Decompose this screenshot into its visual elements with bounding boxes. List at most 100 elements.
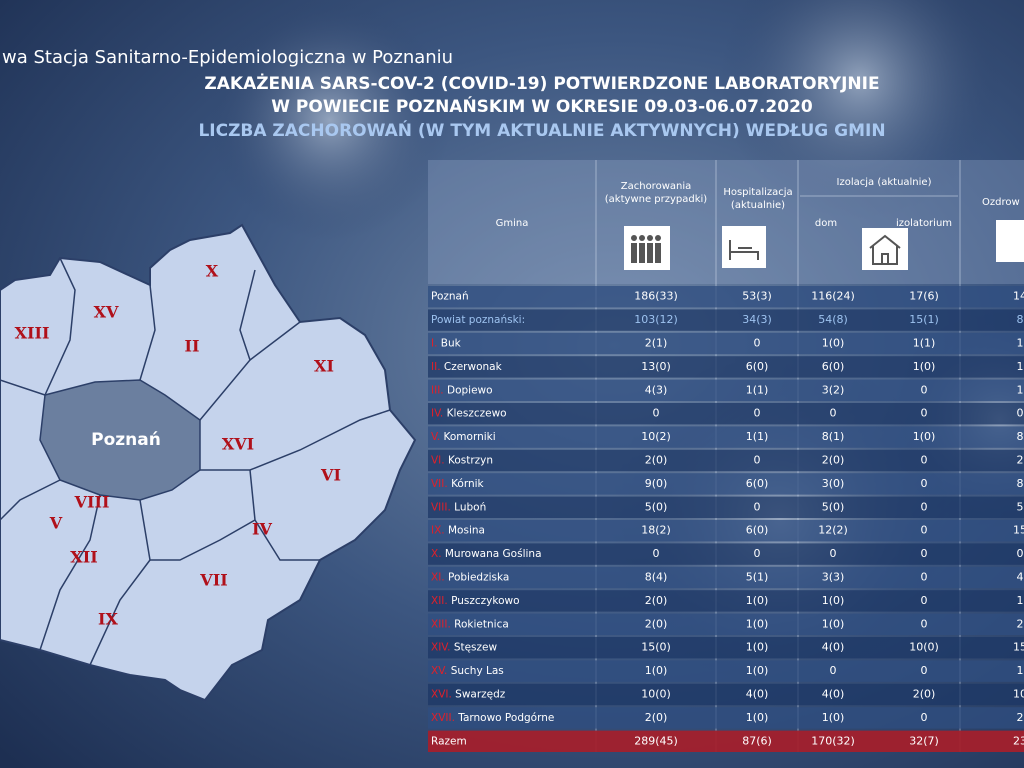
header-hosp-box: Hospitalizacja (aktualnie) xyxy=(723,187,793,211)
table-row-bg xyxy=(428,403,1024,425)
row-name: Suchy Las xyxy=(451,665,504,677)
district-label: XIII xyxy=(15,324,50,343)
table-cell: 2(1) xyxy=(645,337,668,350)
table-cell: 1(0) xyxy=(746,711,769,724)
table-cell: 5 xyxy=(1017,500,1024,513)
row-name: Swarzędz xyxy=(455,689,506,701)
table-row-bg xyxy=(428,309,1024,331)
table-cell: 8(1) xyxy=(822,430,845,443)
table-cell: 6(0) xyxy=(746,360,769,373)
table-cell: 6(0) xyxy=(746,524,769,537)
row-name: Kleszczewo xyxy=(447,408,507,420)
table-cell: 0 xyxy=(754,454,761,467)
table-row-bg xyxy=(428,286,1024,308)
table-cell: 3(3) xyxy=(822,571,845,584)
organization: wa Stacja Sanitarno-Epidemiologiczna w P… xyxy=(2,47,453,68)
table-cell: 53(3) xyxy=(742,290,772,303)
table-cell: 0 xyxy=(830,547,837,560)
row-label: XIV. Stęszew xyxy=(431,642,497,654)
table-cell: 1(0) xyxy=(746,617,769,630)
row-label: I. Buk xyxy=(431,338,462,350)
row-number: II. xyxy=(431,361,441,373)
row-number: XI. xyxy=(431,572,445,584)
row-number: IX. xyxy=(431,525,445,537)
row-name: Puszczykowo xyxy=(451,595,519,607)
subtitle: LICZBA ZACHOROWAŃ (W TYM AKTUALNIE AKTYW… xyxy=(198,119,885,141)
table-cell: 1 xyxy=(1017,360,1024,373)
row-name: Poznań xyxy=(431,291,469,303)
table-cell: 8 xyxy=(1017,477,1024,490)
table-cell: 116(24) xyxy=(811,290,855,303)
district-borders xyxy=(0,257,391,666)
row-number: III. xyxy=(431,384,444,396)
table-cell: 0 xyxy=(754,547,761,560)
row-name: Buk xyxy=(441,338,462,350)
table-cell: 10 xyxy=(1013,688,1024,701)
table-cell: 15 xyxy=(1013,641,1024,654)
table-row-bg xyxy=(428,613,1024,635)
district-label: VII xyxy=(199,571,227,590)
table-cell: 2(0) xyxy=(822,454,845,467)
table-cell: 2(0) xyxy=(645,454,668,467)
table-cell: 1(1) xyxy=(746,383,769,396)
table-row-bg xyxy=(428,496,1024,518)
table-row-bg xyxy=(428,473,1024,495)
row-label: Razem xyxy=(431,735,467,747)
table-cell: 1(0) xyxy=(645,664,668,677)
table-cell: 4(0) xyxy=(822,688,845,701)
row-label: IV. Kleszczewo xyxy=(431,408,507,420)
row-number: XV. xyxy=(431,665,447,677)
header-home: dom xyxy=(815,218,837,229)
table-cell: 15(1) xyxy=(909,313,939,326)
table-cell: 0 xyxy=(653,547,660,560)
row-number: VII. xyxy=(431,478,448,490)
table-cell: 0 xyxy=(921,617,928,630)
table-cell: 34(3) xyxy=(742,313,772,326)
table-cell: 1 xyxy=(1017,337,1024,350)
virus-decor xyxy=(720,0,1000,220)
icons xyxy=(624,220,1024,270)
virus-decor xyxy=(210,0,450,240)
row-name: Czerwonak xyxy=(444,361,503,373)
row-name: Komorniki xyxy=(444,431,496,443)
table-cell: 1 xyxy=(1017,383,1024,396)
table-cell: 0 xyxy=(921,477,928,490)
row-name: Mosina xyxy=(448,525,485,537)
table-row-bg xyxy=(428,332,1024,355)
table-cell: 32(7) xyxy=(909,734,939,747)
table-cell: 103(12) xyxy=(634,313,678,326)
row-name: Powiat poznański: xyxy=(431,314,525,326)
table-cell: 1(0) xyxy=(913,430,936,443)
table-cell: 0 xyxy=(921,571,928,584)
table-cell: 2(0) xyxy=(913,688,936,701)
table-cell: 8(4) xyxy=(645,571,668,584)
table-row-bg xyxy=(428,543,1024,565)
table-cell: 23 xyxy=(1013,734,1024,747)
table-cell: 18(2) xyxy=(641,524,671,537)
table-cell: 4(0) xyxy=(746,688,769,701)
table-cell: 1(0) xyxy=(913,360,936,373)
icon-people xyxy=(631,235,661,263)
table-row-bg xyxy=(428,520,1024,542)
row-name: Tarnowo Podgórne xyxy=(457,712,554,724)
city-label: Poznań xyxy=(91,430,161,450)
table-cell: 0 xyxy=(921,407,928,420)
table-row-bg xyxy=(428,426,1024,448)
row-name: Luboń xyxy=(454,501,486,513)
table-row-bg xyxy=(428,730,1024,752)
row-label: III. Dopiewo xyxy=(431,384,493,396)
table-cell: 13(0) xyxy=(641,360,671,373)
table-cell: 54(8) xyxy=(818,313,848,326)
table: Gmina Zachorowania (aktywne przypadki) H… xyxy=(428,160,1024,752)
header-hosp: Hospitalizacja (aktualnie) xyxy=(723,187,793,211)
table-row-bg xyxy=(428,449,1024,472)
table-cell: 15(0) xyxy=(641,641,671,654)
table-cell: 0 xyxy=(754,337,761,350)
district-label: X xyxy=(206,262,219,281)
row-label: X. Murowana Goślina xyxy=(431,548,542,560)
county-shape xyxy=(0,223,417,702)
table-row-bg xyxy=(428,590,1024,612)
row-label: XVII. Tarnowo Podgórne xyxy=(431,712,554,724)
table-cell: 17(6) xyxy=(909,290,939,303)
district-label: IV xyxy=(252,520,272,539)
